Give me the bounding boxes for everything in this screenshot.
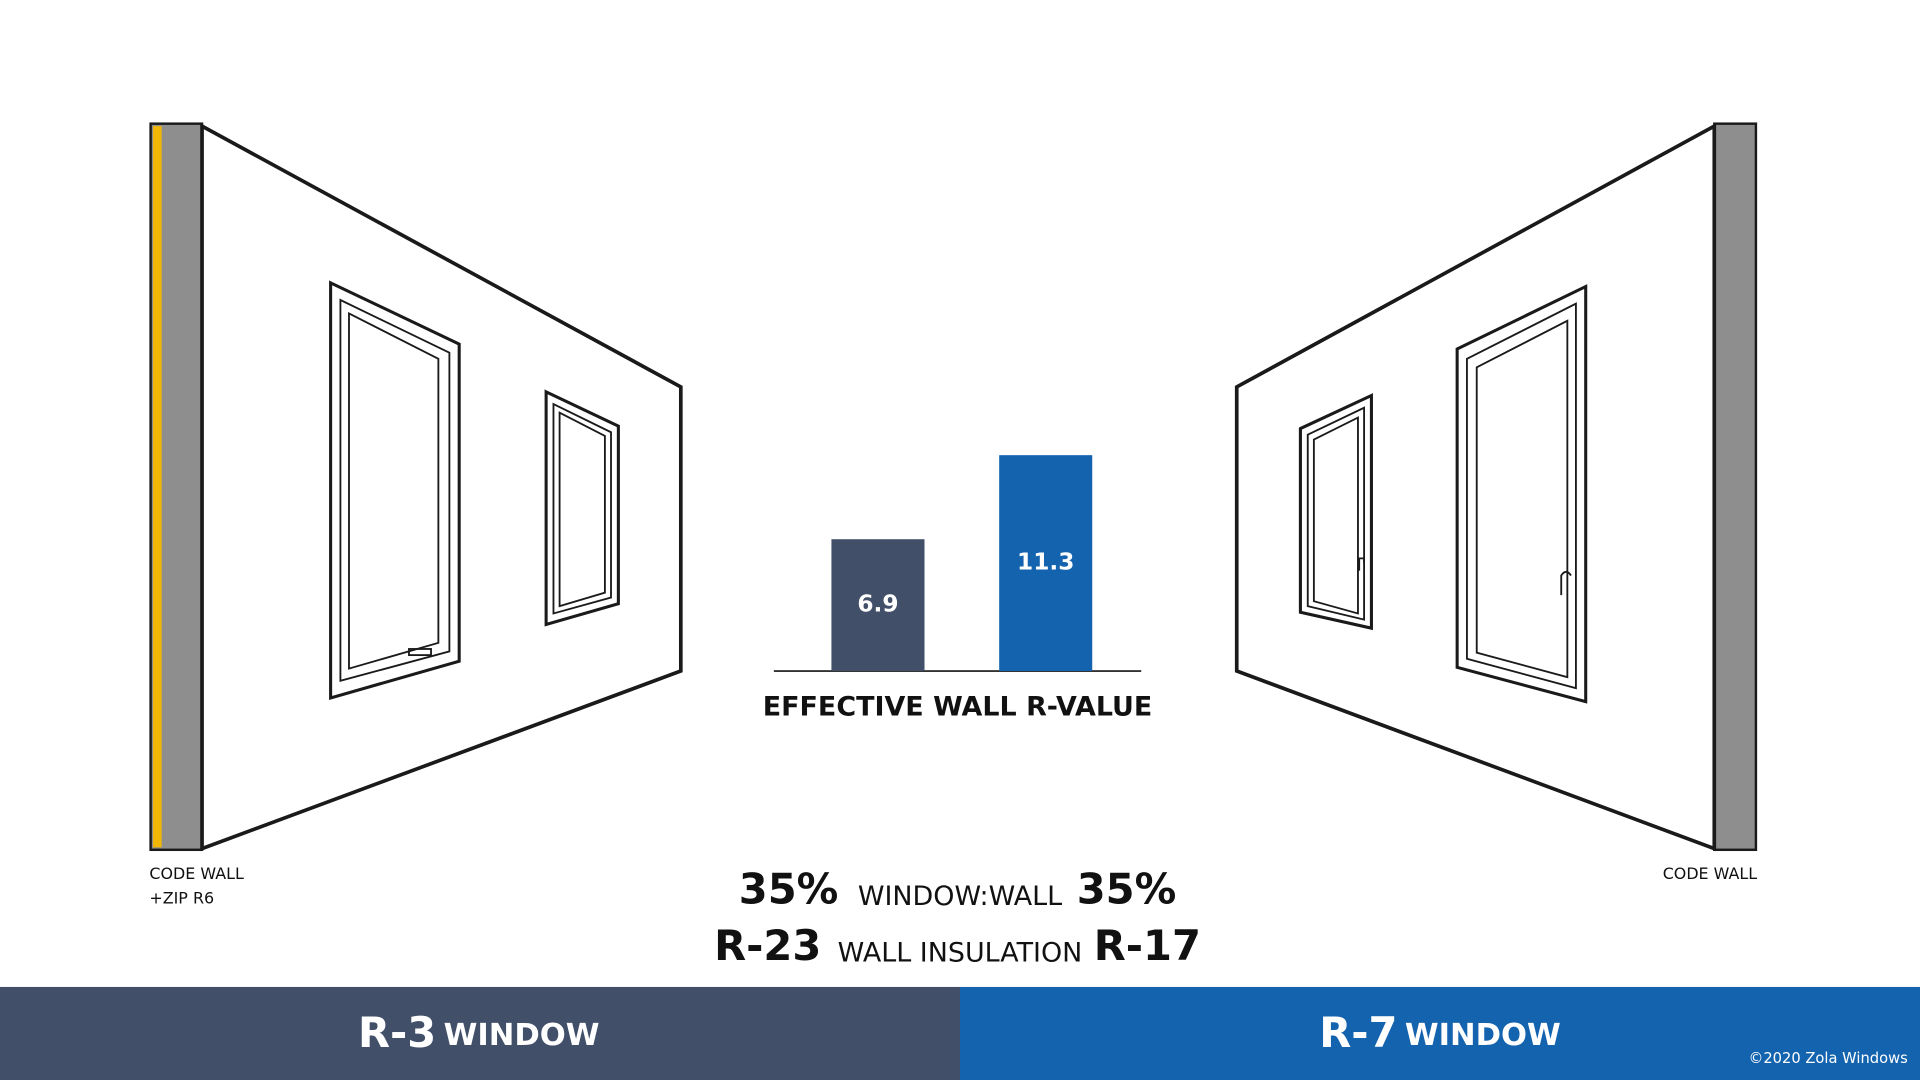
value-label: 11.3	[1017, 549, 1074, 576]
rating-word: WINDOW	[444, 1017, 600, 1052]
stat-label: WINDOW:WALL	[858, 881, 1062, 912]
rating: R-7	[1319, 1008, 1397, 1057]
footer-title: R-7 WINDOW	[1319, 1008, 1561, 1057]
footer-title: R-3 WINDOW	[358, 1008, 600, 1057]
wall-label: +ZIP R6	[149, 888, 214, 907]
chart-title: EFFECTIVE WALL R-VALUE	[763, 691, 1153, 722]
stat: 35%	[1077, 865, 1177, 914]
rating-word: WINDOW	[1405, 1017, 1561, 1052]
stat: R-17	[1094, 921, 1201, 970]
stat: 35%	[739, 865, 839, 914]
stat: R-23	[714, 921, 821, 970]
left-wall	[149, 122, 683, 852]
rating: R-3	[358, 1008, 436, 1057]
stat-label: WALL INSULATION	[838, 937, 1083, 968]
bar	[831, 539, 925, 672]
copyright: ©2020 Zola Windows	[1749, 1050, 1908, 1067]
footer-left	[0, 986, 960, 1080]
right-wall	[1234, 122, 1758, 852]
value-label: 6.9	[857, 591, 898, 618]
wall-label: CODE WALL	[1663, 864, 1758, 883]
footer-right	[960, 986, 1920, 1080]
wall-label: CODE WALL	[149, 864, 244, 883]
bar	[999, 455, 1093, 672]
bar-chart: EFFECTIVE WALL R-VALUE 6.9 11.3	[763, 455, 1153, 722]
